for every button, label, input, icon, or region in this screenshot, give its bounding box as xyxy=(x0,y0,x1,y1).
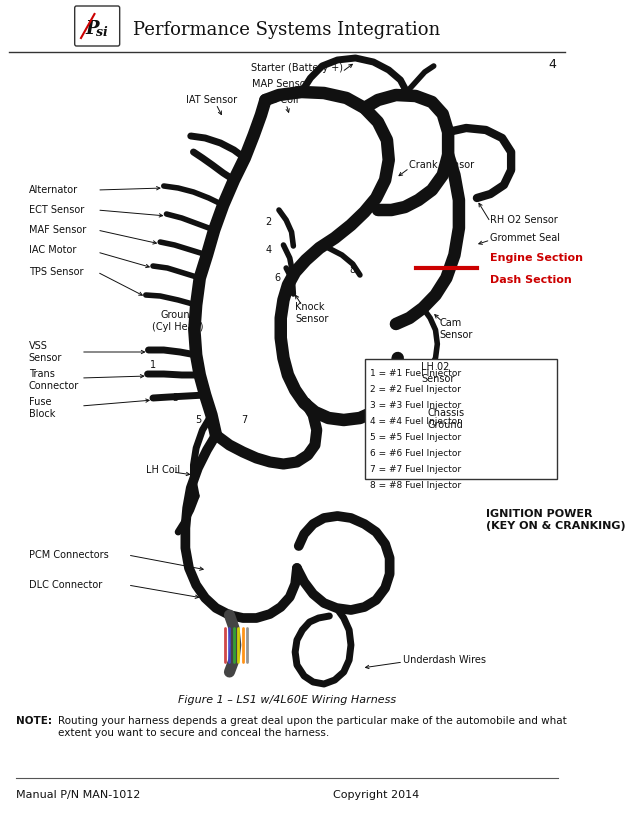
Text: Figure 1 – LS1 w/4L60E Wiring Harness: Figure 1 – LS1 w/4L60E Wiring Harness xyxy=(178,695,396,705)
Text: IGNITION POWER
(KEY ON & CRANKING): IGNITION POWER (KEY ON & CRANKING) xyxy=(486,509,625,531)
Text: 2: 2 xyxy=(265,217,271,227)
Text: NOTE:: NOTE: xyxy=(16,716,52,726)
Text: DLC Connector: DLC Connector xyxy=(29,580,102,590)
Text: 5: 5 xyxy=(195,415,201,425)
Text: P: P xyxy=(85,20,99,38)
Text: 2 = #2 Fuel Injector: 2 = #2 Fuel Injector xyxy=(370,385,461,394)
Text: Crank Sensor: Crank Sensor xyxy=(410,160,475,170)
Text: Chassis
Ground: Chassis Ground xyxy=(427,408,464,430)
Text: Grommet Seal: Grommet Seal xyxy=(491,233,560,243)
Text: Trans
Connector: Trans Connector xyxy=(29,369,79,391)
Text: 7 = #7 Fuel Injector: 7 = #7 Fuel Injector xyxy=(370,465,461,474)
Text: PCM Connectors: PCM Connectors xyxy=(29,550,108,560)
Text: 1 = #1 Fuel Injector: 1 = #1 Fuel Injector xyxy=(370,369,461,378)
Text: 8 = #8 Fuel Injector: 8 = #8 Fuel Injector xyxy=(370,482,461,491)
Text: Cam
Sensor: Cam Sensor xyxy=(439,318,473,339)
Text: MAF Sensor: MAF Sensor xyxy=(29,225,86,235)
FancyBboxPatch shape xyxy=(75,6,120,46)
Text: Routing your harness depends a great deal upon the particular make of the automo: Routing your harness depends a great dea… xyxy=(57,716,567,738)
Text: 4: 4 xyxy=(548,58,556,71)
Text: Performance Systems Integration: Performance Systems Integration xyxy=(133,21,440,39)
Text: Fuse
Block: Fuse Block xyxy=(29,397,55,419)
Text: 6: 6 xyxy=(274,273,280,283)
Text: Underdash Wires: Underdash Wires xyxy=(403,655,486,665)
Text: 1: 1 xyxy=(150,360,156,370)
Text: Alternator: Alternator xyxy=(29,185,78,195)
Text: 3: 3 xyxy=(172,393,179,403)
Text: Dash Section: Dash Section xyxy=(491,275,572,285)
Text: IAC Motor: IAC Motor xyxy=(29,245,76,255)
Text: Ground
(Cyl Head): Ground (Cyl Head) xyxy=(152,310,204,331)
Text: IAT Sensor: IAT Sensor xyxy=(186,95,237,105)
Text: TPS Sensor: TPS Sensor xyxy=(29,267,84,277)
Text: Starter (Battery +): Starter (Battery +) xyxy=(251,63,343,73)
Text: 6 = #6 Fuel Injector: 6 = #6 Fuel Injector xyxy=(370,449,461,458)
Text: 8: 8 xyxy=(350,265,356,275)
Text: Manual P/N MAN-1012: Manual P/N MAN-1012 xyxy=(16,790,140,800)
Text: 7: 7 xyxy=(242,415,248,425)
Text: Engine Section: Engine Section xyxy=(491,253,583,263)
Text: RH Coil: RH Coil xyxy=(263,95,299,105)
Text: VSS
Sensor: VSS Sensor xyxy=(29,341,62,363)
Text: Knock
Sensor: Knock Sensor xyxy=(295,302,329,324)
Text: si: si xyxy=(96,26,108,39)
Text: 5 = #5 Fuel Injector: 5 = #5 Fuel Injector xyxy=(370,434,461,442)
Bar xyxy=(364,359,557,479)
Text: RH O2 Sensor: RH O2 Sensor xyxy=(491,215,558,225)
Text: Copyright 2014: Copyright 2014 xyxy=(333,790,419,800)
Text: LH Coil: LH Coil xyxy=(145,465,180,475)
Text: 4 = #4 Fuel Injector: 4 = #4 Fuel Injector xyxy=(370,417,461,426)
Text: 3 = #3 Fuel Injector: 3 = #3 Fuel Injector xyxy=(370,401,461,411)
Text: 4: 4 xyxy=(265,245,271,255)
Text: MAP Sensor: MAP Sensor xyxy=(252,79,309,89)
Text: ECT Sensor: ECT Sensor xyxy=(29,205,84,215)
Text: LH 02
Sensor: LH 02 Sensor xyxy=(421,362,454,383)
